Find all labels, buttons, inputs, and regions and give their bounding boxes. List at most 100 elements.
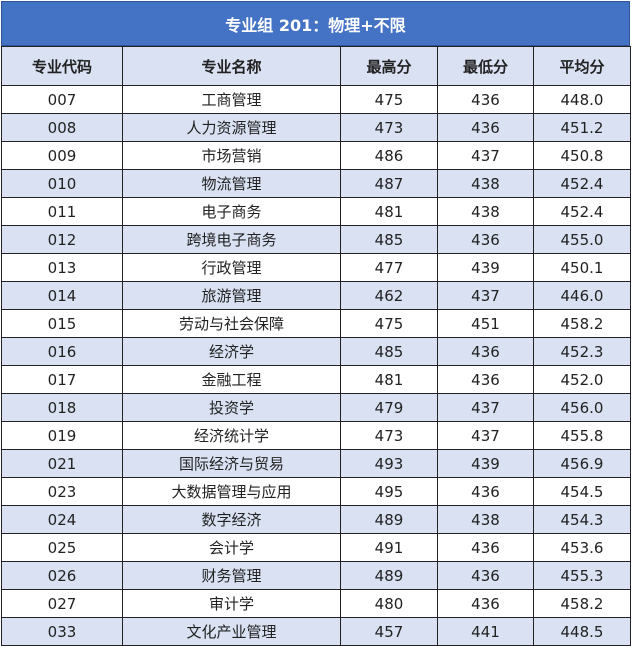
cell-code: 016 (1, 337, 123, 366)
cell-avg: 451.2 (533, 113, 631, 142)
score-table: 专业代码 专业名称 最高分 最低分 平均分 007 工商管理 475 436 448.0… (1, 46, 631, 646)
table-row: 008 人力资源管理 473 436 451.2 (1, 113, 631, 142)
cell-code: 024 (1, 505, 123, 534)
cell-min: 436 (437, 365, 534, 394)
cell-code: 017 (1, 365, 123, 394)
cell-min: 436 (437, 477, 534, 506)
cell-min: 437 (437, 281, 534, 310)
table-row: 009 市场营销 486 437 450.8 (1, 141, 631, 170)
cell-code: 027 (1, 589, 123, 618)
cell-max: 479 (340, 393, 438, 422)
cell-code: 026 (1, 561, 123, 590)
cell-code: 018 (1, 393, 123, 422)
cell-avg: 452.3 (533, 337, 631, 366)
cell-max: 486 (340, 141, 438, 170)
cell-max: 495 (340, 477, 438, 506)
cell-min: 439 (437, 449, 534, 478)
cell-max: 477 (340, 253, 438, 282)
cell-min: 439 (437, 253, 534, 282)
cell-code: 023 (1, 477, 123, 506)
cell-code: 021 (1, 449, 123, 478)
cell-name: 审计学 (122, 589, 341, 618)
cell-code: 025 (1, 533, 123, 562)
cell-code: 012 (1, 225, 123, 254)
cell-min: 436 (437, 337, 534, 366)
cell-max: 462 (340, 281, 438, 310)
cell-name: 电子商务 (122, 197, 341, 226)
cell-min: 436 (437, 225, 534, 254)
cell-max: 485 (340, 225, 438, 254)
cell-name: 行政管理 (122, 253, 341, 282)
table-row: 014 旅游管理 462 437 446.0 (1, 281, 631, 310)
cell-code: 019 (1, 421, 123, 450)
cell-name: 国际经济与贸易 (122, 449, 341, 478)
cell-min: 441 (437, 617, 534, 646)
cell-code: 007 (1, 85, 123, 114)
cell-avg: 455.3 (533, 561, 631, 590)
cell-avg: 452.0 (533, 365, 631, 394)
cell-code: 015 (1, 309, 123, 338)
cell-max: 475 (340, 85, 438, 114)
table-row: 015 劳动与社会保障 475 451 458.2 (1, 309, 631, 338)
cell-min: 438 (437, 197, 534, 226)
table-row: 010 物流管理 487 438 452.4 (1, 169, 631, 198)
table-row: 024 数字经济 489 438 454.3 (1, 505, 631, 534)
cell-avg: 456.0 (533, 393, 631, 422)
cell-name: 劳动与社会保障 (122, 309, 341, 338)
table-row: 019 经济统计学 473 437 455.8 (1, 421, 631, 450)
cell-name: 文化产业管理 (122, 617, 341, 646)
cell-code: 009 (1, 141, 123, 170)
cell-name: 投资学 (122, 393, 341, 422)
cell-code: 013 (1, 253, 123, 282)
table-row: 017 金融工程 481 436 452.0 (1, 365, 631, 394)
cell-min: 437 (437, 393, 534, 422)
cell-max: 473 (340, 113, 438, 142)
cell-name: 人力资源管理 (122, 113, 341, 142)
cell-max: 473 (340, 421, 438, 450)
cell-avg: 450.8 (533, 141, 631, 170)
cell-avg: 455.0 (533, 225, 631, 254)
cell-max: 487 (340, 169, 438, 198)
table-row: 023 大数据管理与应用 495 436 454.5 (1, 477, 631, 506)
cell-max: 475 (340, 309, 438, 338)
cell-avg: 453.6 (533, 533, 631, 562)
header-row: 专业代码 专业名称 最高分 最低分 平均分 (1, 46, 631, 86)
cell-avg: 448.0 (533, 85, 631, 114)
cell-avg: 458.2 (533, 589, 631, 618)
cell-max: 489 (340, 505, 438, 534)
cell-min: 437 (437, 141, 534, 170)
cell-name: 数字经济 (122, 505, 341, 534)
cell-name: 经济统计学 (122, 421, 341, 450)
table-row: 018 投资学 479 437 456.0 (1, 393, 631, 422)
cell-avg: 446.0 (533, 281, 631, 310)
cell-max: 485 (340, 337, 438, 366)
cell-name: 工商管理 (122, 85, 341, 114)
cell-min: 436 (437, 533, 534, 562)
table-row: 012 跨境电子商务 485 436 455.0 (1, 225, 631, 254)
table-row: 013 行政管理 477 439 450.1 (1, 253, 631, 282)
header-avg: 平均分 (533, 46, 631, 86)
table-row: 025 会计学 491 436 453.6 (1, 533, 631, 562)
cell-name: 大数据管理与应用 (122, 477, 341, 506)
cell-max: 489 (340, 561, 438, 590)
header-max: 最高分 (340, 46, 438, 86)
cell-name: 财务管理 (122, 561, 341, 590)
cell-max: 480 (340, 589, 438, 618)
cell-min: 436 (437, 85, 534, 114)
cell-min: 451 (437, 309, 534, 338)
cell-avg: 450.1 (533, 253, 631, 282)
cell-name: 旅游管理 (122, 281, 341, 310)
table-row: 026 财务管理 489 436 455.3 (1, 561, 631, 590)
cell-avg: 452.4 (533, 197, 631, 226)
cell-max: 481 (340, 197, 438, 226)
cell-name: 经济学 (122, 337, 341, 366)
table-title: 专业组 201：物理+不限 (1, 1, 630, 46)
table-row: 011 电子商务 481 438 452.4 (1, 197, 631, 226)
cell-max: 457 (340, 617, 438, 646)
cell-code: 011 (1, 197, 123, 226)
header-code: 专业代码 (1, 46, 123, 86)
cell-code: 014 (1, 281, 123, 310)
table-row: 016 经济学 485 436 452.3 (1, 337, 631, 366)
cell-max: 493 (340, 449, 438, 478)
